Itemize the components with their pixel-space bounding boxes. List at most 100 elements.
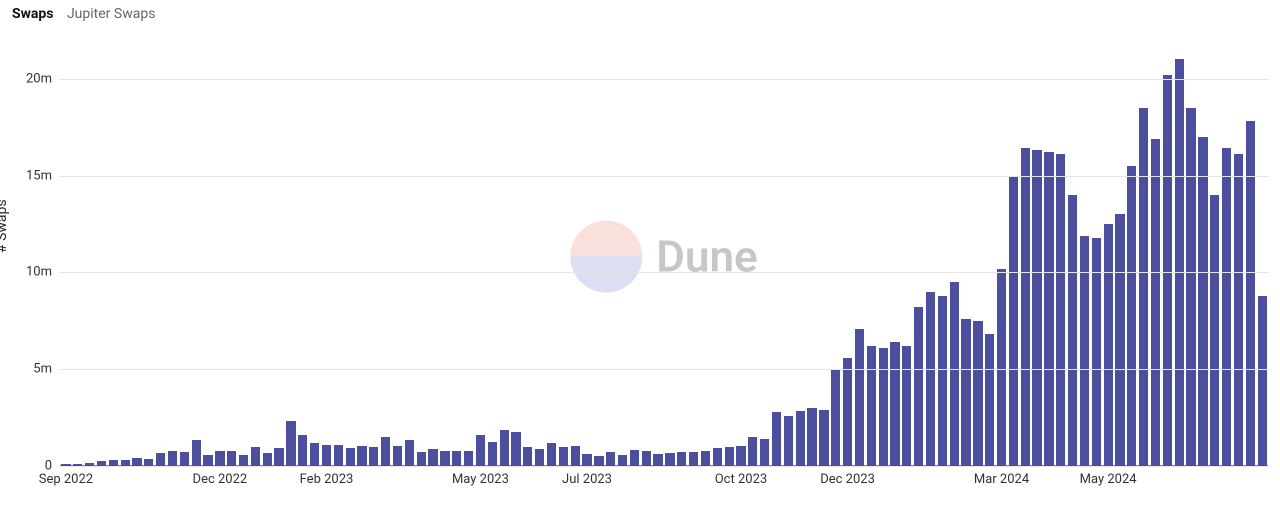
- bar[interactable]: [369, 447, 378, 466]
- bar[interactable]: [310, 443, 319, 466]
- bar[interactable]: [843, 358, 852, 466]
- bar[interactable]: [807, 408, 816, 466]
- bar[interactable]: [938, 296, 947, 466]
- bar[interactable]: [251, 447, 260, 466]
- bar[interactable]: [180, 452, 189, 466]
- bar[interactable]: [701, 451, 710, 466]
- bar[interactable]: [630, 450, 639, 466]
- bar[interactable]: [393, 446, 402, 466]
- bar[interactable]: [760, 439, 769, 466]
- bar[interactable]: [819, 410, 828, 466]
- bar[interactable]: [440, 451, 449, 466]
- bar[interactable]: [689, 452, 698, 466]
- bar[interactable]: [961, 319, 970, 466]
- bar[interactable]: [511, 432, 520, 466]
- bar[interactable]: [1175, 59, 1184, 466]
- bar[interactable]: [665, 453, 674, 466]
- bar[interactable]: [784, 416, 793, 466]
- bar[interactable]: [192, 440, 201, 466]
- bar[interactable]: [1222, 148, 1231, 466]
- bar[interactable]: [926, 292, 935, 466]
- bar[interactable]: [677, 452, 686, 466]
- bar[interactable]: [902, 346, 911, 466]
- bar[interactable]: [1080, 236, 1089, 466]
- bar[interactable]: [594, 456, 603, 466]
- bar[interactable]: [1021, 148, 1030, 466]
- bar[interactable]: [1198, 137, 1207, 466]
- bar[interactable]: [1210, 195, 1219, 466]
- bar[interactable]: [725, 447, 734, 466]
- bar[interactable]: [405, 440, 414, 466]
- bar[interactable]: [144, 459, 153, 466]
- bar[interactable]: [606, 452, 615, 466]
- bar[interactable]: [831, 369, 840, 466]
- bars-group: [60, 40, 1268, 466]
- bar[interactable]: [417, 452, 426, 466]
- bar[interactable]: [168, 451, 177, 466]
- bar[interactable]: [713, 448, 722, 466]
- bar[interactable]: [357, 446, 366, 466]
- bar[interactable]: [523, 447, 532, 466]
- bar[interactable]: [1234, 154, 1243, 466]
- bar[interactable]: [914, 307, 923, 466]
- bar-slot: [167, 40, 179, 466]
- bar[interactable]: [227, 451, 236, 466]
- bar[interactable]: [1009, 177, 1018, 466]
- bar[interactable]: [156, 453, 165, 466]
- bar[interactable]: [428, 449, 437, 466]
- bar[interactable]: [1258, 296, 1267, 466]
- bar[interactable]: [322, 445, 331, 466]
- bar[interactable]: [488, 442, 497, 466]
- bar[interactable]: [1246, 121, 1255, 466]
- bar[interactable]: [132, 458, 141, 466]
- bar[interactable]: [973, 321, 982, 466]
- bar[interactable]: [500, 430, 509, 466]
- bar[interactable]: [215, 451, 224, 466]
- bar[interactable]: [772, 412, 781, 466]
- bar-slot: [344, 40, 356, 466]
- bar[interactable]: [582, 454, 591, 466]
- bar[interactable]: [381, 437, 390, 466]
- bar[interactable]: [1056, 154, 1065, 466]
- bar[interactable]: [1163, 75, 1172, 466]
- bar[interactable]: [476, 435, 485, 466]
- bar[interactable]: [535, 449, 544, 466]
- bar[interactable]: [1186, 108, 1195, 466]
- bar[interactable]: [748, 437, 757, 466]
- bar[interactable]: [452, 451, 461, 466]
- bar[interactable]: [1044, 152, 1053, 466]
- bar[interactable]: [263, 453, 272, 466]
- bar[interactable]: [796, 411, 805, 466]
- bar[interactable]: [642, 451, 651, 466]
- bar[interactable]: [890, 342, 899, 466]
- bar[interactable]: [855, 329, 864, 466]
- bar[interactable]: [274, 448, 283, 466]
- bar[interactable]: [547, 443, 556, 466]
- bar[interactable]: [1139, 108, 1148, 466]
- bar[interactable]: [559, 447, 568, 466]
- bar[interactable]: [1151, 139, 1160, 466]
- bar[interactable]: [879, 348, 888, 466]
- xtick-label: May 2024: [1080, 472, 1137, 487]
- bar[interactable]: [1104, 224, 1113, 466]
- bar[interactable]: [1127, 166, 1136, 466]
- bar[interactable]: [736, 446, 745, 466]
- bar[interactable]: [867, 346, 876, 466]
- bar[interactable]: [618, 455, 627, 466]
- bar[interactable]: [571, 446, 580, 466]
- bar-slot: [321, 40, 333, 466]
- bar[interactable]: [1032, 150, 1041, 466]
- bar[interactable]: [298, 435, 307, 466]
- bar[interactable]: [286, 421, 295, 467]
- bar[interactable]: [653, 454, 662, 466]
- bar[interactable]: [334, 445, 343, 466]
- bar[interactable]: [985, 334, 994, 466]
- bar[interactable]: [1115, 214, 1124, 466]
- bar[interactable]: [464, 451, 473, 466]
- bar[interactable]: [239, 455, 248, 466]
- bar[interactable]: [1068, 195, 1077, 466]
- bar[interactable]: [997, 269, 1006, 467]
- bar[interactable]: [950, 282, 959, 466]
- bar[interactable]: [346, 448, 355, 466]
- bar[interactable]: [203, 455, 212, 466]
